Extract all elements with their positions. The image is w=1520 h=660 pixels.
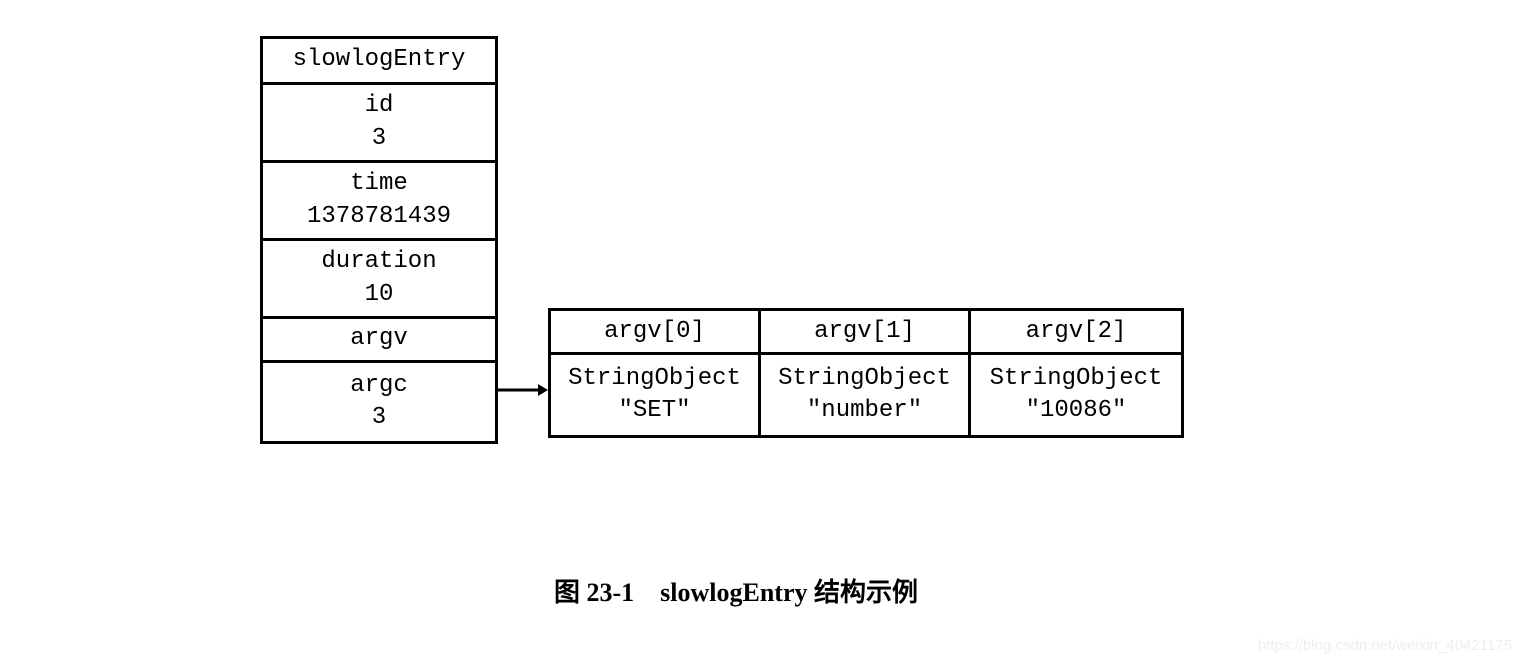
entry-field-value: 3 (372, 402, 386, 434)
argv-header: argv[1] (761, 311, 968, 355)
argv-body: StringObject"SET" (551, 355, 758, 435)
entry-field-argv: argv (263, 319, 495, 363)
argv-pointer-arrow (496, 380, 550, 400)
argv-array-table: argv[0]StringObject"SET"argv[1]StringObj… (548, 308, 1184, 438)
entry-field-duration: duration10 (263, 241, 495, 319)
argv-body: StringObject"10086" (971, 355, 1181, 435)
entry-field-label: id (365, 90, 394, 122)
argv-value: "number" (807, 395, 922, 427)
argv-header: argv[0] (551, 311, 758, 355)
entry-field-value: 10 (365, 279, 394, 311)
entry-field-label: time (350, 168, 408, 200)
argv-col-2: argv[2]StringObject"10086" (971, 311, 1181, 435)
entry-field-label: duration (321, 246, 436, 278)
diagram-root: slowlogEntryid3time1378781439duration10a… (0, 0, 1520, 660)
slowlog-entry-struct: slowlogEntryid3time1378781439duration10a… (260, 36, 498, 444)
argv-col-0: argv[0]StringObject"SET" (551, 311, 761, 435)
argv-value: "10086" (1026, 395, 1127, 427)
entry-field-label: argv (350, 323, 408, 355)
argv-type: StringObject (568, 363, 741, 395)
figure-caption: 图 23-1 slowlogEntry 结构示例 (456, 572, 1016, 609)
entry-field-value: 3 (372, 123, 386, 155)
entry-field-label: argc (350, 370, 408, 402)
entry-field-value: 1378781439 (307, 201, 451, 233)
argv-header: argv[2] (971, 311, 1181, 355)
entry-field-time: time1378781439 (263, 163, 495, 241)
argv-value: "SET" (618, 395, 690, 427)
entry-field-argc: argc3 (263, 363, 495, 441)
entry-field-id: id3 (263, 85, 495, 163)
argv-body: StringObject"number" (761, 355, 968, 435)
argv-type: StringObject (778, 363, 951, 395)
source-watermark: https://blog.csdn.net/weixin_40421175 (1258, 637, 1512, 654)
entry-title: slowlogEntry (263, 39, 495, 85)
argv-col-1: argv[1]StringObject"number" (761, 311, 971, 435)
argv-type: StringObject (990, 363, 1163, 395)
